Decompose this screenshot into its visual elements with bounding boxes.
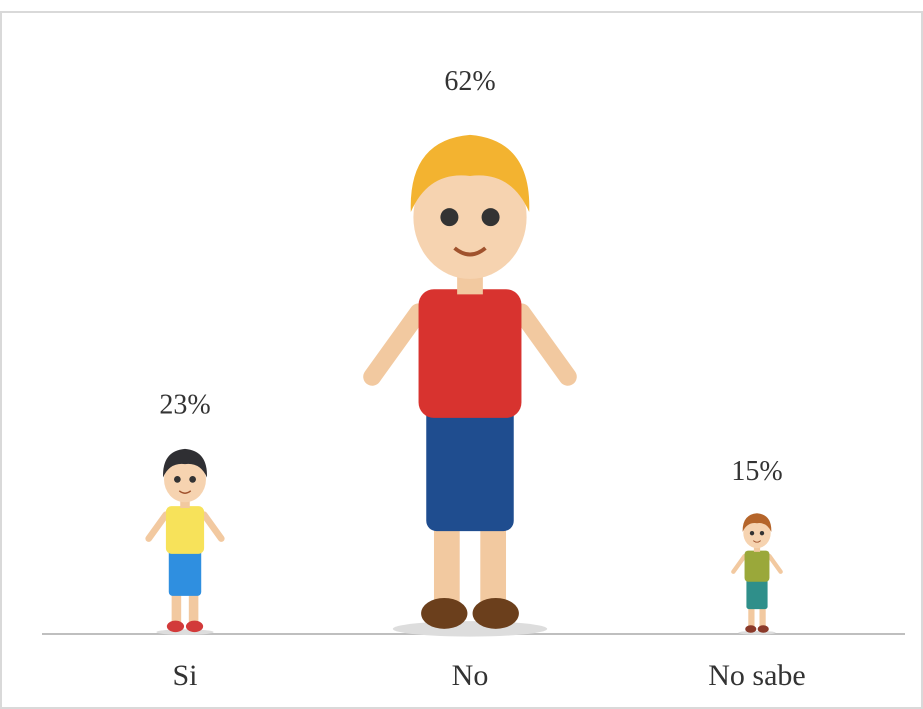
pictogram-figure <box>731 513 783 635</box>
figure-part <box>738 630 776 635</box>
figure-part <box>745 625 757 633</box>
value-label: 23% <box>159 390 210 421</box>
figure-part <box>168 548 202 596</box>
figure-part <box>426 402 514 532</box>
figure-part <box>421 597 468 629</box>
figure-part <box>743 518 771 549</box>
figure-part <box>753 545 761 552</box>
figure-part <box>481 208 500 227</box>
figure-part <box>748 590 755 628</box>
figure-part <box>189 476 196 483</box>
figure-part <box>165 506 205 554</box>
figure-part <box>759 530 765 536</box>
figure-part <box>163 448 207 478</box>
x-tick-label: No sabe <box>708 659 805 692</box>
figure-part <box>440 208 459 227</box>
figure-part <box>744 550 770 582</box>
value-label: 15% <box>731 456 782 487</box>
pictogram-figure <box>363 134 577 637</box>
figure-part <box>731 554 747 574</box>
figure-part <box>472 597 519 629</box>
figure-part <box>759 590 766 628</box>
figure-part <box>156 629 214 635</box>
figure-part <box>757 625 769 633</box>
figure-part <box>767 554 783 574</box>
figure-part <box>512 303 577 386</box>
value-label: 62% <box>444 66 495 97</box>
figure-part <box>413 155 527 279</box>
figure-part <box>749 530 755 536</box>
figure-part <box>164 456 206 503</box>
figure-part <box>418 289 522 418</box>
figure-part <box>746 577 768 610</box>
x-tick-label: Si <box>172 659 197 692</box>
x-tick-label: No <box>452 659 489 692</box>
pictogram-figure <box>145 448 225 635</box>
figure-part <box>410 134 530 213</box>
figure-part <box>180 498 190 509</box>
figure-part <box>200 511 225 542</box>
figure-part <box>178 490 192 494</box>
figure-part <box>145 511 170 542</box>
figure-part <box>166 620 185 633</box>
figure-part <box>363 303 428 386</box>
figure-part <box>392 621 548 637</box>
figure-part <box>185 620 204 633</box>
figure-part <box>453 246 487 257</box>
figure-part <box>742 513 772 532</box>
figure-part <box>752 540 762 543</box>
figure-part <box>174 476 181 483</box>
